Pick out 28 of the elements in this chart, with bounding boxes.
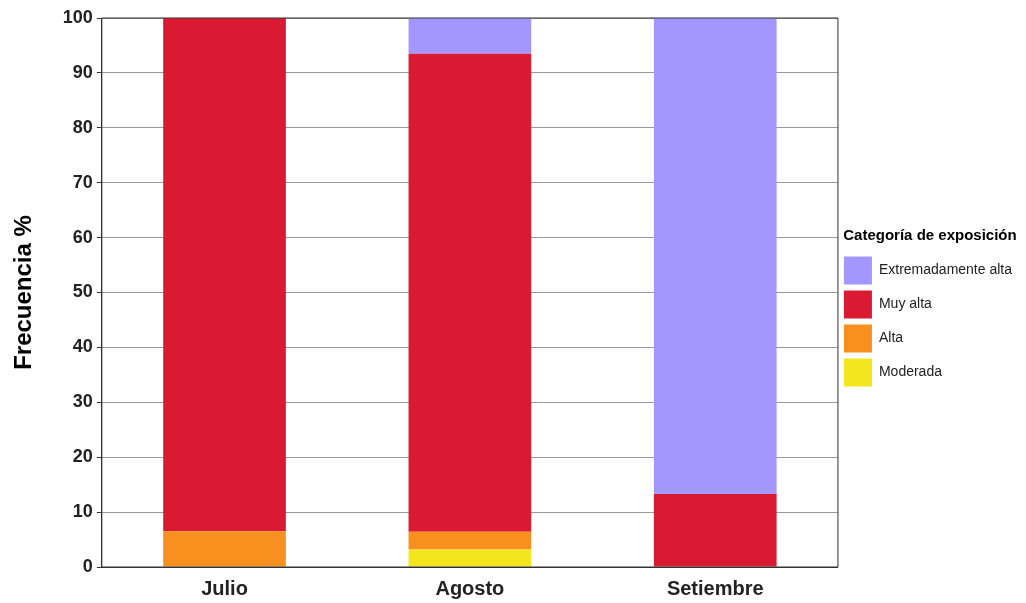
x-tick-label: Agosto [435, 576, 505, 599]
y-tick-label: 30 [72, 391, 93, 412]
legend-label: Muy alta [878, 295, 933, 312]
y-axis-title: Frecuencia % [9, 215, 37, 370]
y-tick-label: 70 [72, 171, 93, 192]
y-tick-label: 60 [72, 226, 93, 247]
bar [408, 53, 532, 532]
bar [408, 18, 532, 54]
y-tick-label: 0 [82, 555, 93, 576]
bar [653, 493, 777, 567]
legend-label: Extremadamente alta [878, 261, 1013, 278]
y-tick-label: 20 [72, 446, 93, 467]
y-tick-label: 40 [72, 336, 93, 357]
x-tick-label: Setiembre [666, 576, 764, 599]
legend-title: Categoría de exposición [843, 226, 1017, 244]
bar [163, 531, 286, 567]
bar [408, 531, 532, 550]
bar [163, 18, 286, 532]
y-tick-label: 80 [72, 116, 93, 137]
legend-label: Moderada [878, 363, 943, 380]
y-tick-label: 100 [62, 6, 93, 27]
x-tick-label: Julio [201, 576, 248, 599]
y-tick-label: 50 [72, 281, 93, 302]
bar [653, 18, 777, 494]
legend-label: Alta [878, 329, 904, 346]
y-tick-label: 10 [72, 501, 93, 522]
y-tick-label: 90 [72, 61, 93, 82]
bar [408, 549, 532, 567]
